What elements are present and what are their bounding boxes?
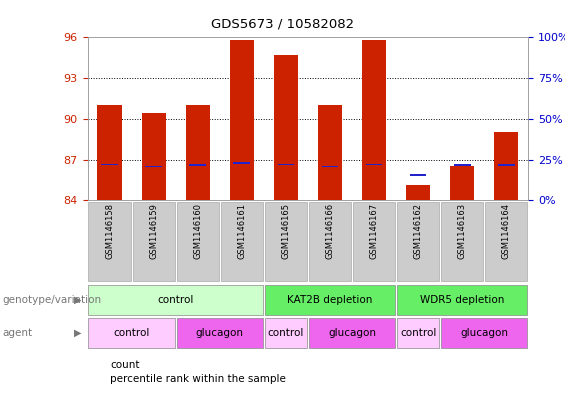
Text: count: count	[110, 360, 140, 370]
Text: GSM1146163: GSM1146163	[458, 203, 467, 259]
Bar	[142, 114, 166, 200]
Bar	[274, 55, 298, 200]
Text: GSM1146158: GSM1146158	[105, 203, 114, 259]
Bar	[89, 318, 175, 348]
Text: control: control	[268, 328, 304, 338]
Bar	[177, 318, 263, 348]
Text: GSM1146160: GSM1146160	[193, 203, 202, 259]
Text: genotype/variation: genotype/variation	[3, 295, 102, 305]
Text: GSM1146159: GSM1146159	[149, 203, 158, 259]
Bar	[494, 132, 518, 200]
Text: GSM1146162: GSM1146162	[414, 203, 423, 259]
Bar	[366, 163, 383, 165]
Bar	[441, 318, 527, 348]
Bar	[265, 285, 395, 315]
Text: KAT2B depletion: KAT2B depletion	[287, 295, 373, 305]
Bar	[186, 105, 210, 200]
Text: control: control	[114, 328, 150, 338]
Bar	[233, 162, 250, 164]
Bar	[321, 165, 338, 167]
Bar	[265, 318, 307, 348]
Text: ▶: ▶	[75, 295, 82, 305]
Text: percentile rank within the sample: percentile rank within the sample	[110, 374, 286, 384]
Bar	[406, 185, 430, 200]
Bar	[397, 202, 439, 281]
Bar	[89, 285, 263, 315]
Bar	[309, 318, 395, 348]
Bar	[397, 318, 439, 348]
Text: GSM1146167: GSM1146167	[370, 203, 379, 259]
Text: GSM1146166: GSM1146166	[325, 203, 334, 259]
Text: GSM1146165: GSM1146165	[281, 203, 290, 259]
Bar	[309, 202, 351, 281]
Bar	[101, 163, 118, 165]
Bar	[230, 40, 254, 200]
Text: control: control	[400, 328, 436, 338]
Bar	[221, 202, 263, 281]
Text: agent: agent	[3, 328, 33, 338]
Bar	[450, 167, 474, 200]
Bar	[485, 202, 527, 281]
Bar	[410, 174, 427, 176]
Bar	[353, 202, 395, 281]
Bar	[145, 165, 162, 167]
Text: GSM1146161: GSM1146161	[237, 203, 246, 259]
Bar	[265, 202, 307, 281]
Text: glucagon: glucagon	[328, 328, 376, 338]
Text: GSM1146164: GSM1146164	[502, 203, 511, 259]
Bar	[189, 164, 206, 166]
Bar	[318, 105, 342, 200]
Bar	[397, 285, 527, 315]
Bar	[89, 202, 131, 281]
Bar	[277, 163, 294, 165]
Bar	[441, 202, 483, 281]
Bar	[362, 40, 386, 200]
Text: WDR5 depletion: WDR5 depletion	[420, 295, 505, 305]
Text: GDS5673 / 10582082: GDS5673 / 10582082	[211, 18, 354, 31]
Bar	[98, 105, 121, 200]
Bar	[177, 202, 219, 281]
Bar	[498, 164, 515, 166]
Bar	[133, 202, 175, 281]
Text: control: control	[158, 295, 194, 305]
Text: glucagon: glucagon	[460, 328, 508, 338]
Text: glucagon: glucagon	[196, 328, 244, 338]
Text: ▶: ▶	[75, 328, 82, 338]
Bar	[454, 164, 471, 166]
